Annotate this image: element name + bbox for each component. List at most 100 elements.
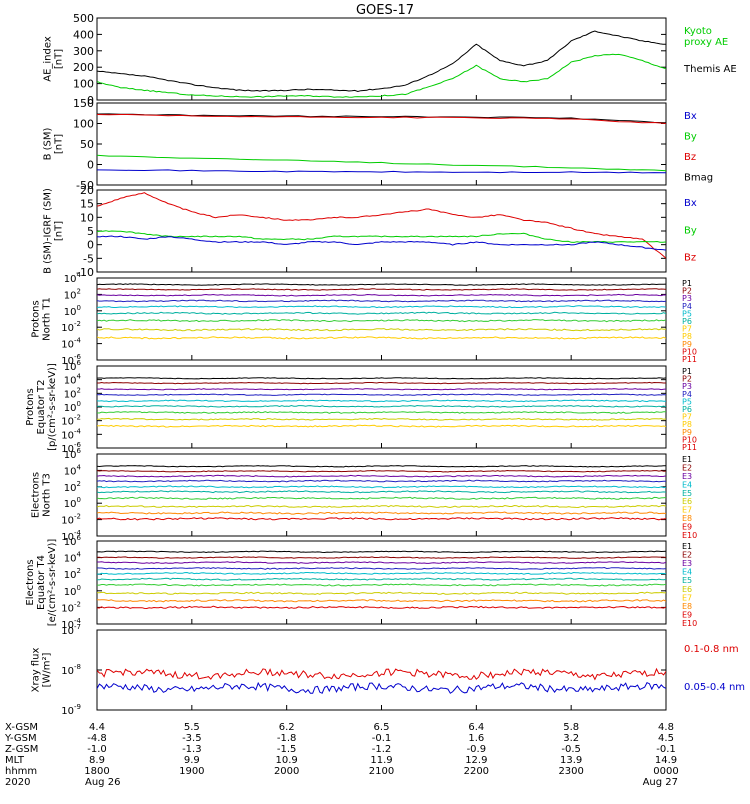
y-tick-label: 10-4 — [61, 427, 81, 441]
data-layer — [97, 192, 666, 259]
y-tick-exponent: -4 — [74, 617, 82, 625]
legend-entry: E5 — [682, 489, 692, 498]
x-tick-value: 5.5 — [184, 722, 200, 733]
y-tick-label: -5 — [83, 252, 94, 265]
y-tick-label: 100 — [64, 304, 81, 318]
level-e2 — [97, 556, 666, 559]
legend-entry: E8 — [682, 514, 692, 523]
y-tick-exponent: -4 — [74, 427, 82, 435]
y-tick-exponent: 4 — [77, 463, 82, 471]
x-tick-value: 8.9 — [89, 755, 105, 766]
y-tick-label: 10-4 — [61, 337, 81, 351]
x-row-label: Y-GSM — [4, 733, 37, 744]
level-e1 — [97, 550, 666, 554]
level-e10 — [97, 517, 666, 521]
x-row-label: 2020 — [5, 777, 30, 788]
y-tick-label: 10-2 — [61, 414, 81, 428]
level-p6 — [97, 311, 666, 315]
x-tick-value: 4.4 — [89, 722, 105, 733]
data-layer — [97, 113, 666, 174]
y-tick-exponent: -2 — [74, 320, 81, 328]
level-e6 — [97, 490, 666, 494]
y-tick-label: 150 — [73, 97, 94, 110]
y-tick-label: 10-2 — [61, 600, 81, 614]
y-tick-exponent: -6 — [74, 441, 82, 449]
y-tick-label: 20 — [80, 184, 94, 197]
legend-entry: E6 — [682, 585, 692, 594]
level-e1 — [97, 465, 666, 468]
legend-entry: P6 — [682, 405, 692, 414]
panel-frame — [96, 277, 667, 361]
y-tick-exponent: 6 — [77, 359, 82, 367]
y-tick-label: 100 — [73, 78, 94, 91]
y-tick-label: 100 — [73, 118, 94, 131]
level-e8 — [97, 504, 666, 509]
x-tick-value: 0000 — [653, 766, 678, 777]
y-tick-label: 102 — [64, 567, 81, 581]
level-e8 — [97, 591, 666, 595]
x-tick-value: 13.9 — [560, 755, 582, 766]
y-axis-label-line: Equator T2 — [36, 380, 47, 435]
y-tick-exponent: 0 — [77, 400, 81, 408]
level-p6 — [97, 404, 666, 408]
level-p5 — [97, 305, 666, 309]
y-tick-exponent: 0 — [77, 496, 81, 504]
y-tick-label: 15 — [80, 198, 94, 211]
legend-entry: P1 — [682, 367, 692, 376]
y-tick-label: 106 — [64, 447, 82, 461]
series-bz — [97, 192, 666, 259]
x-tick-value: 12.9 — [465, 755, 487, 766]
legend-entry: E7 — [682, 593, 692, 602]
level-0-05-0-4-nm — [97, 681, 666, 694]
y-tick-label: 500 — [73, 12, 94, 25]
x-tick-value: 2000 — [274, 766, 299, 777]
legend-entry: P1 — [682, 279, 692, 288]
level-p3 — [97, 293, 666, 297]
y-tick-label: 10 — [80, 211, 94, 224]
y-axis-label: Protons North T1 — [31, 297, 53, 341]
y-axis-label-line: [p/(cm²-s-sr-keV)] — [47, 363, 58, 451]
y-tick-label: 50 — [80, 138, 94, 151]
y-axis-label: Electrons North T3 — [31, 472, 53, 518]
x-tick-value: 2200 — [464, 766, 489, 777]
x-tick-value: 1800 — [84, 766, 109, 777]
series-by — [97, 154, 666, 172]
x-tick-value: 9.9 — [184, 755, 200, 766]
y-tick-label: 100 — [64, 400, 81, 414]
y-tick-exponent: 4 — [77, 271, 82, 279]
y-tick-exponent: 0 — [77, 304, 81, 312]
legend-entry: E4 — [682, 568, 692, 577]
panel-frame — [96, 540, 667, 625]
series-bx — [97, 169, 666, 174]
legend-entry: P7 — [682, 413, 692, 422]
y-axis-label-line: AE_index — [43, 36, 54, 82]
y-axis-label-line: Electrons — [25, 559, 36, 605]
x-row-label: hhmm — [5, 766, 37, 777]
legend-entry: P4 — [682, 302, 692, 311]
legend-entry: Bz — [684, 152, 696, 163]
legend-entry: P8 — [682, 332, 692, 341]
y-axis-label-line: North T3 — [42, 473, 53, 517]
y-tick-label: 100 — [64, 584, 81, 598]
y-tick-exponent: -4 — [74, 337, 82, 345]
level-e9 — [97, 511, 666, 515]
legend: Bx By Bz — [684, 198, 697, 264]
legend-entry: P5 — [682, 309, 692, 318]
x-tick-value: 2100 — [369, 766, 394, 777]
legend-entry: proxy AE — [684, 37, 728, 48]
x-tick-value: -1.0 — [87, 744, 107, 755]
legend-entry: E10 — [682, 619, 697, 628]
level-e7 — [97, 496, 666, 500]
legend-entry: P5 — [682, 397, 692, 406]
y-tick-exponent: 4 — [77, 551, 82, 559]
legend-entry: P6 — [682, 317, 692, 326]
legend-entry: E3 — [682, 472, 692, 481]
level-p8 — [97, 328, 666, 332]
x-tick-value: -3.5 — [182, 733, 202, 744]
y-axis-label-line: B (SM) — [43, 127, 54, 160]
